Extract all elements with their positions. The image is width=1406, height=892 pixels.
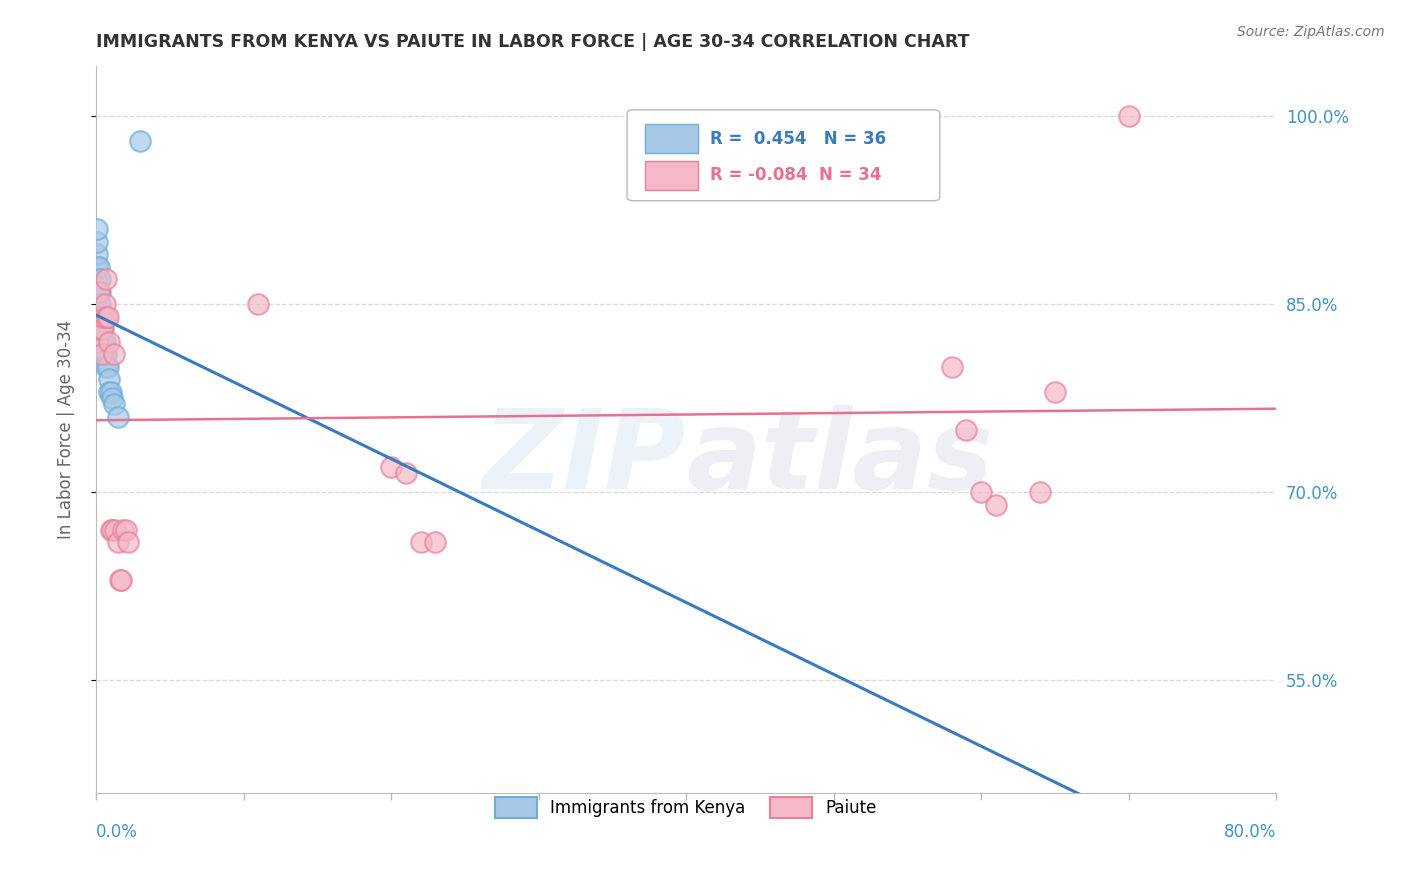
Text: R = -0.084  N = 34: R = -0.084 N = 34 (710, 166, 882, 185)
Point (90, 347, 112, 361)
Point (89, 297, 111, 311)
Point (93, 322, 115, 336)
Point (97, 310, 120, 324)
Point (86, 272, 108, 286)
Point (129, 135, 152, 149)
Point (89, 285, 111, 299)
Point (380, 460, 402, 475)
Point (86, 297, 108, 311)
Point (409, 535, 432, 549)
Point (90, 310, 112, 324)
Point (86, 310, 108, 324)
Point (86, 334, 108, 349)
Point (114, 523, 136, 537)
Point (94, 297, 117, 311)
Point (955, 423, 977, 437)
Text: R =  0.454   N = 36: R = 0.454 N = 36 (710, 130, 886, 148)
Point (103, 347, 125, 361)
Point (86, 222, 108, 236)
Point (96, 347, 118, 361)
Point (87, 322, 110, 336)
Point (87, 260, 110, 274)
Point (86, 247, 108, 261)
Point (100, 523, 122, 537)
Point (247, 297, 270, 311)
FancyBboxPatch shape (645, 124, 697, 153)
Point (98, 372, 121, 386)
Point (117, 535, 139, 549)
Point (87, 297, 110, 311)
Point (970, 485, 993, 500)
Point (425, 535, 447, 549)
Point (96, 310, 118, 324)
Point (107, 409, 129, 424)
FancyBboxPatch shape (627, 110, 939, 201)
Text: ZIP: ZIP (482, 405, 686, 512)
Point (101, 391, 124, 405)
Text: 0.0%: 0.0% (96, 823, 138, 841)
Point (87, 334, 110, 349)
Point (94, 347, 117, 361)
Point (1118, 109, 1140, 123)
Point (86, 322, 108, 336)
Legend: Immigrants from Kenya, Paiute: Immigrants from Kenya, Paiute (488, 790, 883, 824)
Point (86, 285, 108, 299)
Point (90, 322, 112, 336)
Point (96, 272, 118, 286)
Point (89, 272, 111, 286)
Point (93, 310, 115, 324)
Point (90, 322, 112, 336)
Text: atlas: atlas (686, 405, 994, 512)
Point (89, 310, 111, 324)
Point (941, 359, 963, 374)
Text: 80.0%: 80.0% (1223, 823, 1277, 841)
Point (89, 310, 111, 324)
Point (93, 334, 115, 349)
Point (108, 573, 131, 587)
Point (86, 260, 108, 274)
Point (86, 235, 108, 249)
Point (1043, 384, 1066, 399)
Point (103, 397, 125, 411)
Text: Source: ZipAtlas.com: Source: ZipAtlas.com (1237, 25, 1385, 39)
Point (87, 285, 110, 299)
Point (94, 334, 117, 349)
Y-axis label: In Labor Force | Age 30-34: In Labor Force | Age 30-34 (58, 320, 75, 539)
Point (100, 384, 122, 399)
Point (87, 285, 110, 299)
Point (96, 359, 118, 374)
FancyBboxPatch shape (645, 161, 697, 190)
Point (104, 523, 127, 537)
Point (87, 310, 110, 324)
Point (87, 272, 110, 286)
Point (1029, 485, 1052, 500)
Point (111, 523, 134, 537)
Point (395, 467, 418, 481)
Text: IMMIGRANTS FROM KENYA VS PAIUTE IN LABOR FORCE | AGE 30-34 CORRELATION CHART: IMMIGRANTS FROM KENYA VS PAIUTE IN LABOR… (96, 33, 970, 51)
Point (90, 334, 112, 349)
Point (984, 498, 1007, 512)
Point (110, 573, 132, 587)
Point (107, 535, 129, 549)
Point (98, 334, 121, 349)
Point (98, 384, 121, 399)
Point (97, 359, 120, 374)
Point (101, 523, 124, 537)
